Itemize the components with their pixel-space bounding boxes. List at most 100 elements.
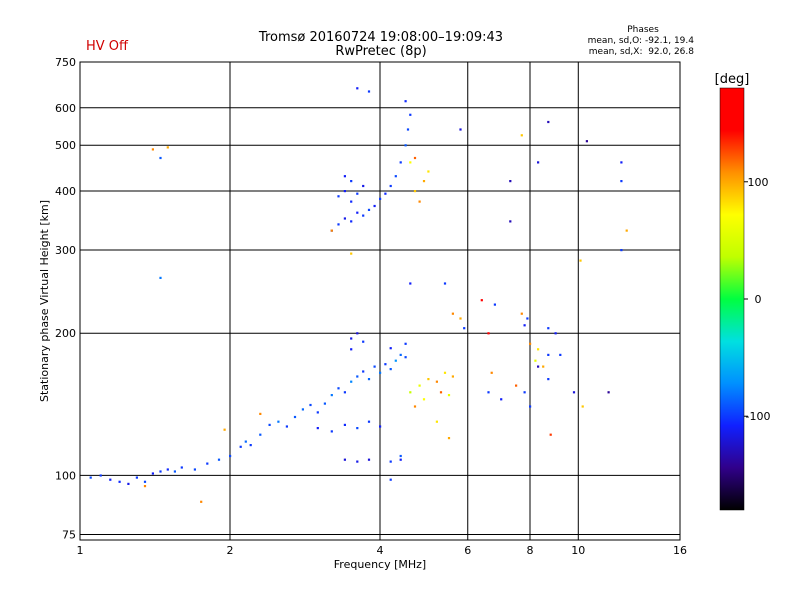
y-tick-label: 750 [55, 56, 76, 69]
y-tick-label: 600 [55, 102, 76, 115]
data-point [350, 380, 353, 383]
x-tick-label: 16 [673, 544, 687, 557]
chart-subtitle: RwPretec (8p) [335, 44, 426, 59]
x-tick-label: 1 [77, 544, 84, 557]
data-point [389, 184, 392, 188]
data-point [337, 223, 340, 226]
data-point [389, 478, 392, 481]
data-point [443, 282, 447, 285]
data-point [343, 391, 346, 394]
data-point [356, 375, 359, 378]
data-point [330, 394, 333, 397]
data-point [534, 359, 537, 362]
data-point [459, 128, 462, 131]
colorbar-tick-label: 0 [755, 293, 762, 306]
y-tick-label: 500 [55, 139, 76, 152]
data-point [379, 197, 382, 200]
data-point [547, 120, 550, 124]
data-point [607, 391, 610, 394]
y-tick-label: 75 [62, 528, 76, 541]
data-point [422, 398, 426, 401]
data-point [406, 128, 410, 131]
colorbar-tick-label: 100 [748, 176, 769, 189]
data-point [367, 378, 371, 381]
data-point [490, 371, 493, 374]
y-tick-label: 100 [55, 469, 76, 482]
data-point [362, 184, 365, 188]
data-point [585, 140, 588, 143]
data-point [509, 180, 512, 183]
data-point [520, 134, 523, 137]
data-point [350, 252, 353, 255]
data-point [537, 365, 540, 368]
data-point [413, 156, 417, 160]
data-point [620, 161, 623, 164]
data-point [343, 217, 346, 220]
data-point [244, 440, 247, 443]
data-point [542, 365, 545, 368]
data-point [404, 144, 407, 147]
y-tick-label: 200 [55, 327, 76, 340]
y-tick-label: 300 [55, 244, 76, 257]
data-point [529, 342, 532, 345]
data-point [229, 454, 232, 458]
data-point [451, 312, 454, 315]
data-point [350, 220, 353, 223]
data-point [559, 353, 562, 356]
data-point [373, 204, 376, 208]
data-point [367, 420, 371, 423]
data-point [463, 327, 466, 330]
data-point [356, 211, 359, 214]
phases-heading: Phases [627, 25, 659, 35]
y-axis-ticks: 75 100 200 300 400 500 600 750 [55, 56, 76, 541]
data-point [330, 430, 333, 433]
data-point [356, 332, 359, 335]
data-point [404, 100, 407, 103]
data-point [301, 408, 304, 411]
data-point [356, 87, 359, 90]
data-point [427, 378, 430, 381]
data-point [549, 433, 552, 436]
data-point [350, 200, 353, 203]
data-point [399, 161, 402, 164]
data-point [200, 500, 203, 503]
data-point [350, 348, 353, 351]
data-point [367, 208, 371, 211]
plot-frame [79, 61, 681, 541]
data-point [293, 415, 297, 419]
data-point [554, 332, 557, 335]
data-point [547, 378, 550, 381]
data-point [384, 363, 387, 366]
data-point [389, 347, 392, 350]
data-point [427, 170, 430, 173]
data-point [159, 276, 162, 279]
colorbar-label: [deg] [715, 72, 750, 87]
data-point [480, 299, 483, 302]
data-point [404, 356, 407, 359]
data-point [323, 402, 326, 405]
data-point [109, 478, 112, 481]
colorbar [719, 87, 745, 511]
phases-x-mode: mean, sd,X: 92.0, 26.8 [589, 47, 695, 57]
data-point [367, 458, 371, 461]
data-point [529, 405, 532, 408]
data-point [523, 391, 526, 394]
data-point [309, 403, 312, 407]
data-point [399, 353, 402, 356]
data-point [350, 180, 353, 183]
data-point [223, 428, 226, 431]
data-point [394, 175, 397, 178]
data-point [547, 353, 550, 356]
data-point [367, 90, 371, 93]
data-point [487, 391, 490, 394]
x-tick-label: 2 [227, 544, 234, 557]
data-point [418, 384, 421, 387]
data-point [404, 342, 407, 345]
x-axis-label: Frequency [MHz] [334, 558, 426, 571]
x-axis-ticks: 1 2 4 6 8 10 16 [77, 544, 688, 557]
data-point [526, 317, 529, 320]
data-point [572, 391, 576, 394]
data-point [193, 468, 196, 471]
data-point [435, 380, 438, 383]
